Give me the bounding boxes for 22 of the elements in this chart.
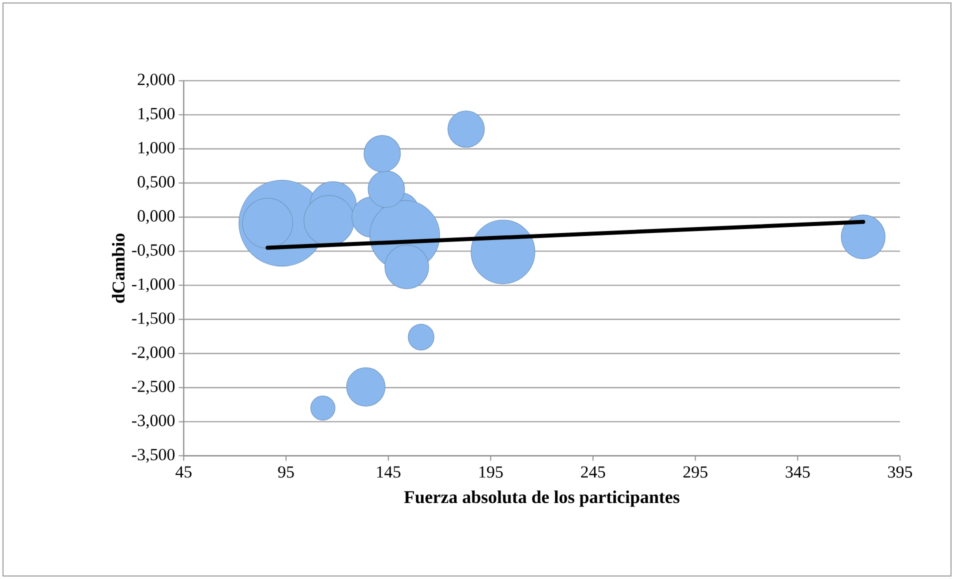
- x-axis-title: Fuerza absoluta de los participantes: [404, 490, 680, 507]
- y-axis-title: dCambio: [112, 234, 125, 303]
- x-tick-label: 295: [683, 466, 708, 478]
- y-tick-label: 2,000: [138, 74, 175, 88]
- y-tick-label: 1,500: [138, 108, 175, 122]
- y-tick-label: 1,000: [138, 142, 175, 156]
- x-tick-label: 45: [176, 466, 192, 478]
- y-tick-label: 0,500: [138, 176, 175, 190]
- x-tick-label: 395: [888, 466, 912, 478]
- x-tick-label: 345: [786, 466, 810, 478]
- y-tick-label: -2,500: [132, 380, 175, 395]
- x-tick-label: 245: [581, 466, 606, 478]
- y-tick-label: -1,000: [132, 278, 175, 292]
- y-tick-label: -2,000: [132, 346, 175, 360]
- y-tick-label: -3,500: [132, 448, 175, 463]
- x-tick-label: 95: [278, 466, 294, 478]
- y-tick-label: -3,000: [132, 414, 175, 429]
- x-tick-label: 145: [377, 466, 400, 478]
- x-tick-label: 195: [479, 466, 503, 478]
- y-tick-label: -0,500: [132, 244, 175, 258]
- y-tick-label: 0,000: [138, 210, 175, 224]
- y-tick-label: -1,500: [132, 312, 175, 326]
